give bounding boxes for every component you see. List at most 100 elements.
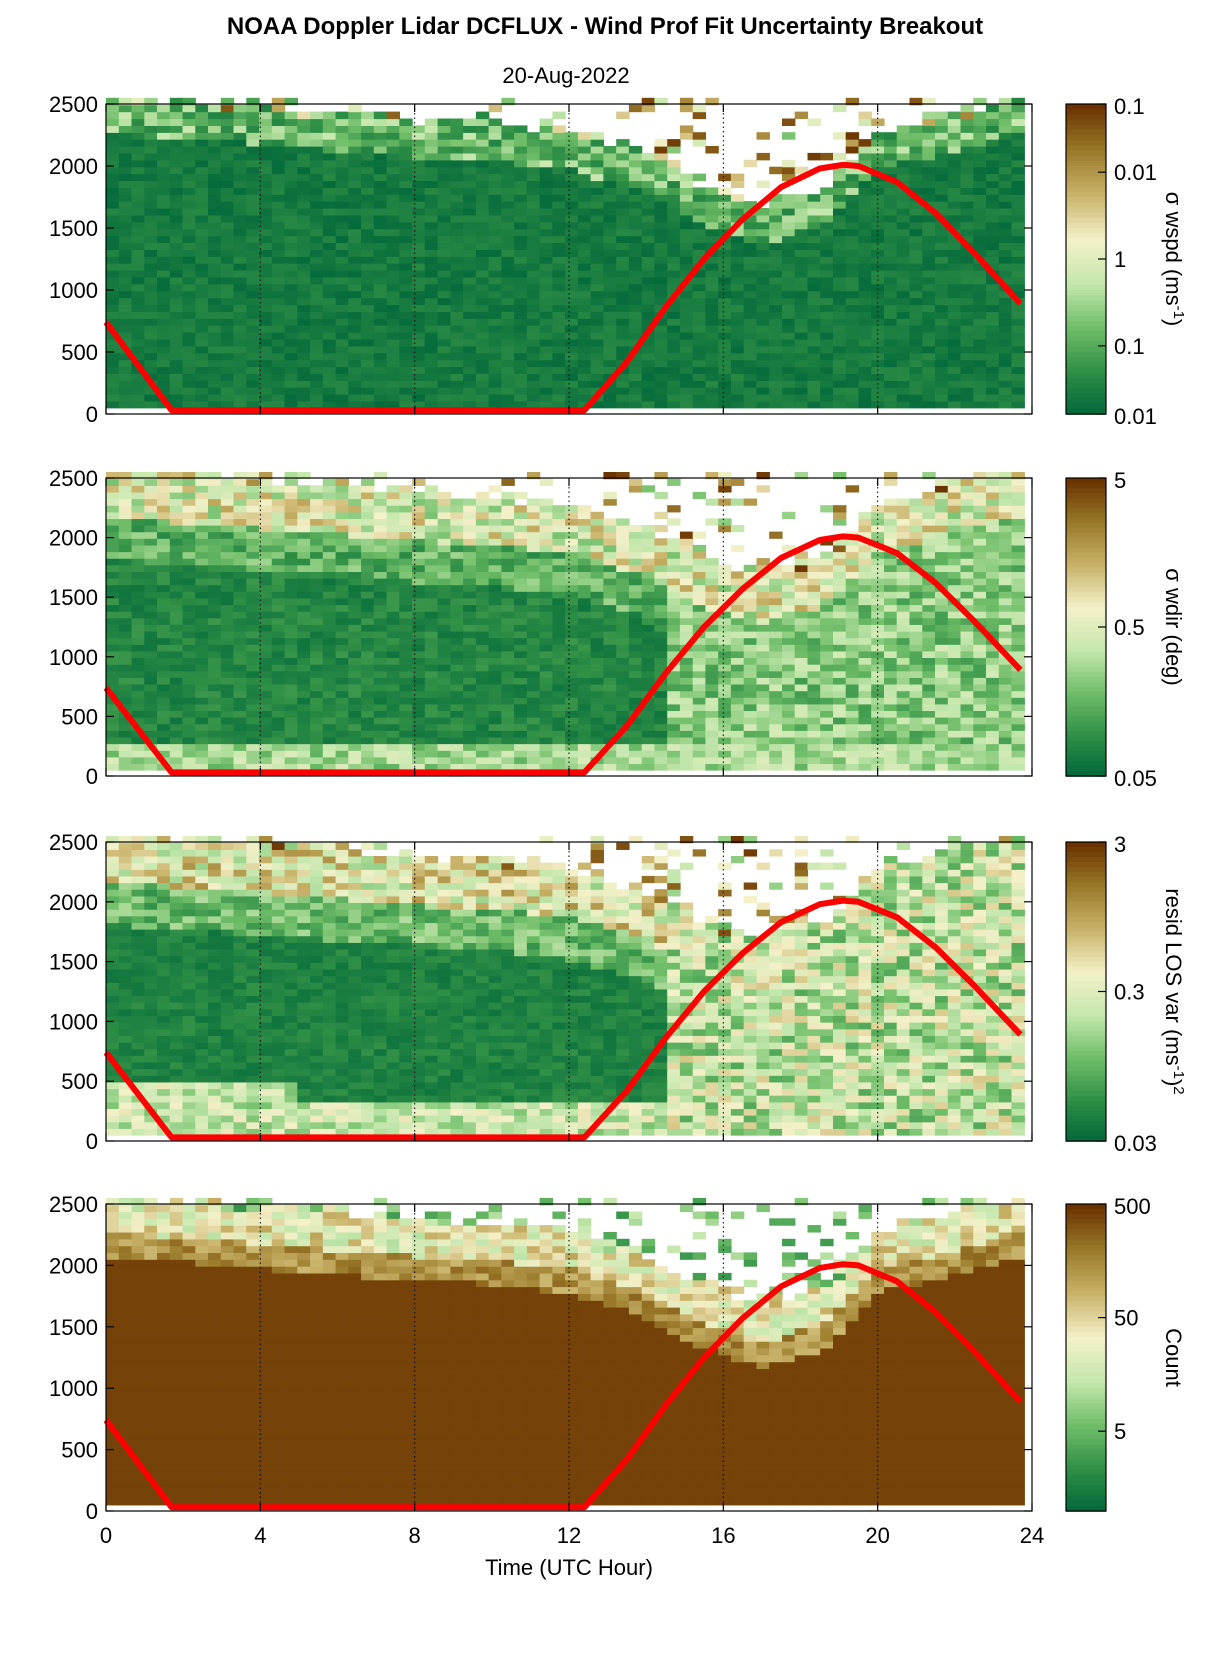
heatmap-cell — [628, 270, 643, 278]
heatmap-cell — [322, 670, 337, 678]
heatmap-cell — [807, 304, 821, 312]
heatmap-cell — [679, 256, 694, 264]
heatmap-cell — [603, 270, 617, 278]
heatmap-cell — [373, 400, 388, 409]
heatmap-cell — [246, 235, 260, 244]
heatmap-cell — [412, 290, 426, 299]
heatmap-cell — [514, 256, 528, 264]
heatmap-cell — [565, 717, 579, 725]
heatmap-cell — [220, 394, 235, 402]
heatmap-cell — [692, 221, 707, 230]
heatmap-cell — [399, 180, 413, 188]
heatmap-cell — [501, 325, 515, 333]
heatmap-cell — [182, 111, 196, 120]
heatmap-cell — [246, 297, 260, 306]
heatmap-cell — [654, 359, 668, 368]
heatmap-cell — [896, 256, 911, 264]
heatmap-cell — [195, 345, 209, 354]
heatmap-cell — [730, 366, 745, 374]
heatmap-cell — [973, 201, 987, 209]
heatmap-cell — [833, 194, 847, 202]
heatmap-cell — [845, 187, 860, 195]
heatmap-cell — [986, 276, 1000, 285]
heatmap-cell — [157, 710, 171, 718]
heatmap-cell — [475, 637, 490, 645]
heatmap-cell — [284, 611, 298, 619]
heatmap-cell — [208, 166, 222, 175]
colorbar-segment — [1066, 129, 1106, 136]
heatmap-cell — [335, 597, 349, 606]
heatmap-cell — [386, 723, 400, 731]
heatmap-cell — [195, 208, 209, 216]
heatmap-cell — [322, 221, 337, 230]
heatmap-cell — [246, 332, 260, 340]
heatmap-cell — [603, 325, 617, 333]
heatmap-cell — [526, 201, 541, 209]
heatmap-cell — [552, 624, 566, 632]
heatmap-cell — [807, 283, 821, 292]
heatmap-cell — [118, 152, 133, 161]
heatmap-cell — [412, 657, 426, 665]
heatmap-cell — [603, 472, 617, 480]
heatmap-cell — [348, 551, 362, 559]
heatmap-cell — [641, 263, 656, 271]
heatmap-cell — [590, 242, 604, 250]
heatmap-cell — [182, 373, 196, 381]
heatmap-cell — [577, 387, 592, 395]
heatmap-cell — [144, 276, 158, 285]
heatmap-cell — [475, 750, 490, 758]
heatmap-cell — [705, 387, 719, 395]
heatmap-cell — [373, 505, 388, 513]
heatmap-cell — [667, 311, 681, 319]
heatmap-cell — [131, 146, 145, 154]
heatmap-cell — [896, 214, 911, 223]
heatmap-cell — [399, 263, 413, 271]
heatmap-cell — [922, 366, 936, 374]
heatmap-cell — [463, 657, 477, 665]
heatmap-cell — [667, 730, 681, 738]
heatmap-cell — [144, 750, 158, 758]
heatmap-cell — [195, 400, 209, 409]
heatmap-cell — [246, 290, 260, 299]
heatmap-cell — [552, 584, 566, 592]
heatmap-cell — [131, 118, 145, 126]
heatmap-cell — [233, 118, 247, 126]
heatmap-cell — [220, 538, 235, 546]
heatmap-cell — [628, 318, 643, 326]
heatmap-cell — [718, 318, 732, 326]
heatmap-cell — [539, 208, 553, 216]
heatmap-cell — [373, 723, 388, 731]
heatmap-cell — [297, 338, 311, 347]
heatmap-cell — [628, 235, 643, 244]
heatmap-cell — [259, 290, 273, 299]
heatmap-cell — [437, 221, 451, 230]
heatmap-cell — [322, 283, 337, 292]
heatmap-cell — [526, 366, 541, 374]
heatmap-cell — [297, 311, 311, 319]
heatmap-cell — [361, 657, 375, 665]
heatmap-cell — [259, 180, 273, 188]
heatmap-cell — [1011, 194, 1025, 202]
heatmap-cell — [475, 631, 490, 639]
heatmap-cell — [488, 104, 502, 113]
heatmap-cell — [845, 180, 860, 188]
heatmap-cell — [756, 325, 770, 333]
heatmap-cell — [922, 318, 936, 326]
heatmap-cell — [271, 387, 286, 395]
heatmap-cell — [539, 166, 553, 175]
heatmap-cell — [450, 736, 464, 745]
heatmap-cell — [526, 221, 541, 230]
heatmap-cell — [259, 485, 273, 493]
heatmap-cell — [641, 723, 656, 731]
heatmap-cell — [271, 637, 286, 645]
heatmap-cell — [488, 290, 502, 299]
heatmap-cell — [169, 624, 184, 632]
heatmap-cell — [169, 743, 184, 751]
heatmap-cell — [514, 159, 528, 168]
heatmap-cell — [730, 373, 745, 381]
heatmap-cell — [922, 118, 936, 126]
heatmap-cell — [590, 380, 604, 388]
heatmap-cell — [208, 511, 222, 520]
heatmap-cell — [935, 201, 949, 209]
heatmap-cell — [577, 338, 592, 347]
